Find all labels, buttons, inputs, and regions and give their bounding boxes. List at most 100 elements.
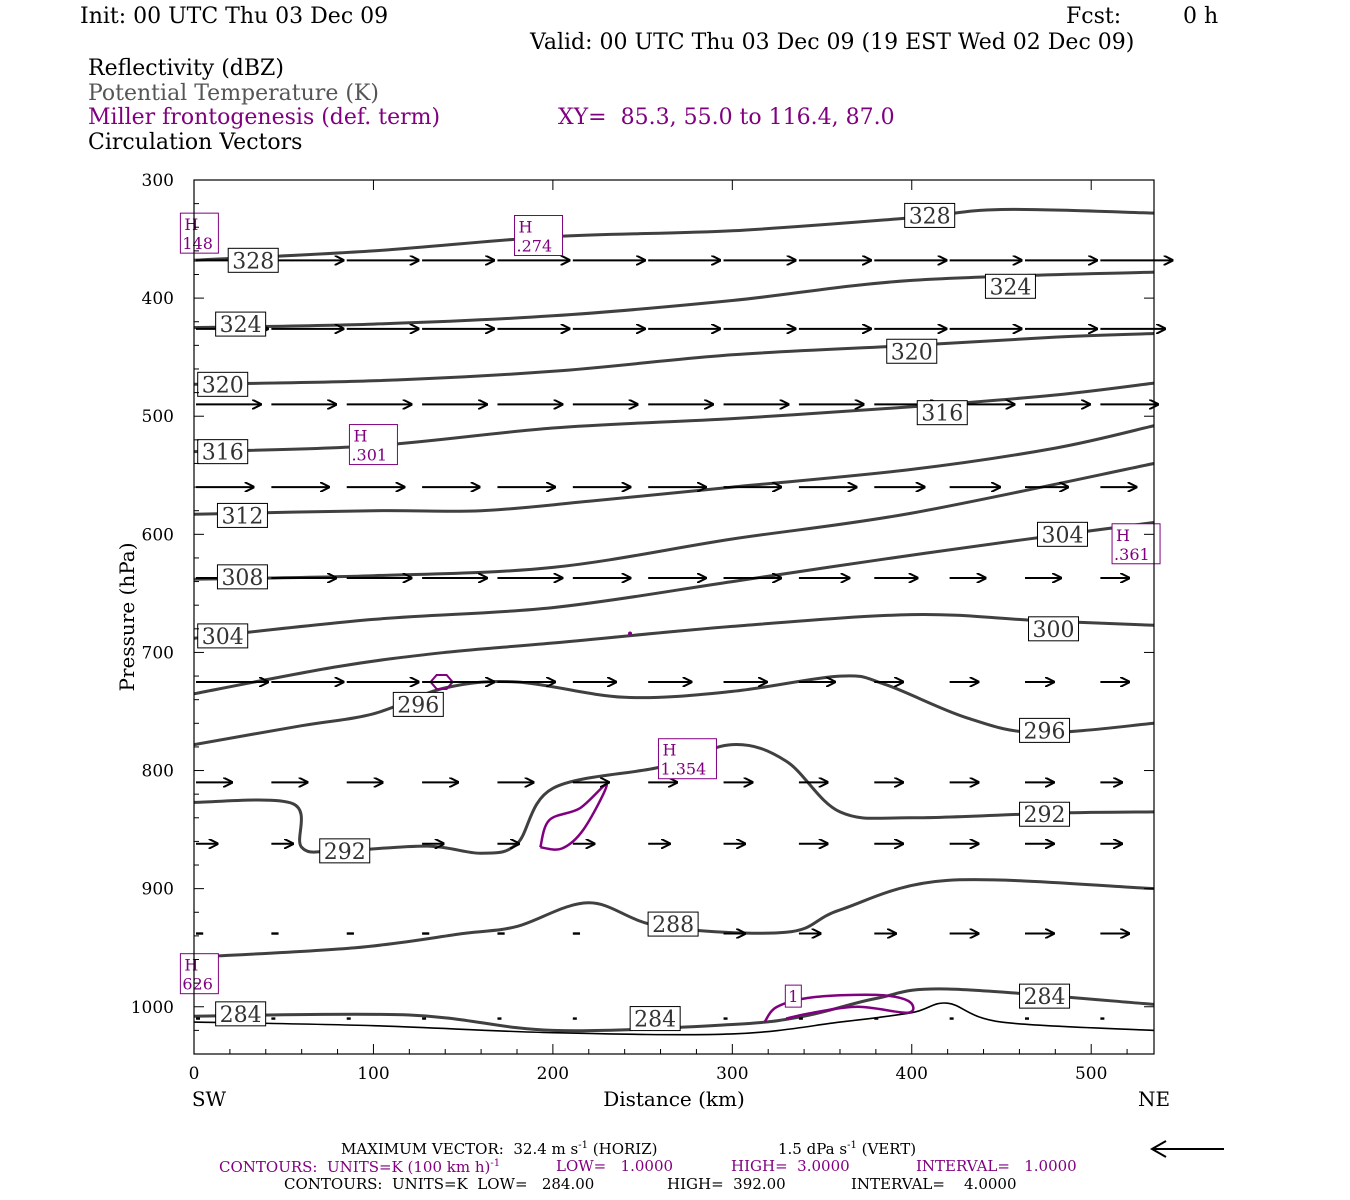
theta-contour-296 xyxy=(194,674,1154,747)
theta-label-box xyxy=(1028,616,1080,642)
init-time: Init: 00 UTC Thu 03 Dec 09 xyxy=(80,4,389,29)
fronto-contour-1 xyxy=(539,783,608,851)
theta-contour-312 xyxy=(194,424,1154,516)
x-tick-label: 300 xyxy=(716,1064,748,1084)
fronto-max-label-box xyxy=(179,212,219,254)
fronto-max-label-box xyxy=(179,953,219,995)
theta-label: 292 xyxy=(324,840,366,865)
theta-label-box xyxy=(1036,521,1088,547)
theta-label: 296 xyxy=(1024,719,1066,744)
theta-label: 284 xyxy=(634,1008,676,1033)
fronto-max-value: 626 xyxy=(182,975,213,994)
theta-contours-interval: INTERVAL= 4.0000 xyxy=(851,1175,1017,1193)
theta-contours-high: HIGH= 392.00 xyxy=(667,1175,786,1193)
theta-label: 324 xyxy=(220,313,262,338)
theta-contour-304 xyxy=(194,521,1154,640)
theta-label-box xyxy=(216,502,268,528)
contour-labels: 328 328 324 324 320 320 316 316 312 304 308 304 300 2… xyxy=(179,202,1161,1033)
theta-label: 316 xyxy=(921,402,963,427)
fronto-max-letter: H xyxy=(353,427,367,446)
theta-label-box xyxy=(886,338,938,364)
x-tick-label: 500 xyxy=(1075,1064,1107,1084)
theta-contour-284 xyxy=(194,1002,1154,1036)
fronto-max-label-box xyxy=(657,738,717,780)
theta-label: 316 xyxy=(202,441,244,466)
theta-label: 300 xyxy=(1033,618,1075,643)
theta-label-box xyxy=(319,838,371,864)
theta-label-box xyxy=(215,1001,267,1027)
fronto-max-letter: H xyxy=(662,741,676,760)
y-tick-label: 600 xyxy=(142,525,174,545)
theta-label: 312 xyxy=(221,504,263,529)
theta-label: 284 xyxy=(220,1003,262,1028)
x-axis-left-label: SW xyxy=(192,1087,227,1111)
fronto-contours-interval: INTERVAL= 1.0000 xyxy=(916,1157,1077,1175)
theta-label-box xyxy=(647,911,699,937)
theta-contour-300 xyxy=(194,612,1154,696)
plot-frame xyxy=(193,179,1155,1055)
theta-label-box xyxy=(1019,801,1071,827)
theta-label: 320 xyxy=(202,373,244,398)
theta-label-box xyxy=(197,371,249,397)
x-tick-label: 200 xyxy=(537,1064,569,1084)
theta-label: 328 xyxy=(909,204,951,229)
fronto-contours-low: LOW= 1.0000 xyxy=(556,1157,674,1175)
fcst-label: Fcst: xyxy=(1066,4,1122,29)
y-tick-label: 400 xyxy=(142,289,174,309)
field-potential-temperature: Potential Temperature (K) xyxy=(88,81,379,106)
x-axis-right-label: NE xyxy=(1138,1087,1170,1111)
theta-label: 304 xyxy=(1041,523,1083,548)
y-tick-label: 700 xyxy=(142,643,174,663)
fronto-max-value: 148 xyxy=(182,234,213,253)
fronto-max-letter: H xyxy=(184,956,198,975)
fronto-max-label-box xyxy=(514,215,564,257)
fronto-max-letter: H xyxy=(519,218,533,237)
theta-contour-316 xyxy=(194,381,1154,454)
fronto-max-label-box xyxy=(348,424,398,466)
fronto-point xyxy=(628,631,633,636)
y-tick-label: 300 xyxy=(142,171,174,191)
x-tick-label: 400 xyxy=(896,1064,928,1084)
fcst-value: 0 h xyxy=(1183,4,1219,29)
theta-contour-308 xyxy=(194,462,1154,581)
y-axis-label: Pressure (hPa) xyxy=(115,543,139,692)
max-vector-text: MAXIMUM VECTOR: 32.4 m s-1 (HORIZ) xyxy=(341,1140,658,1158)
theta-contour-324 xyxy=(194,270,1154,330)
theta-label: 328 xyxy=(232,249,274,274)
field-frontogenesis: Miller frontogenesis (def. term) xyxy=(88,105,441,130)
fronto-max-value: .301 xyxy=(351,446,387,465)
vertical-scale-text: 1.5 dPa s-1 (VERT) xyxy=(778,1140,917,1158)
field-circulation-vectors: Circulation Vectors xyxy=(88,130,303,155)
fronto-contours-units: CONTOURS: UNITS=K (100 km h)-1 xyxy=(219,1158,501,1176)
theta-label: 288 xyxy=(652,913,694,938)
theta-label-box xyxy=(392,691,444,717)
theta-label: 304 xyxy=(202,625,244,650)
reference-vector-arrowhead xyxy=(1149,1140,1167,1158)
x-tick-label: 0 xyxy=(189,1064,200,1084)
theta-label: 320 xyxy=(891,340,933,365)
theta-label-box xyxy=(227,247,279,273)
theta-label-box xyxy=(984,273,1036,299)
theta-label-box xyxy=(904,202,956,228)
theta-label-box xyxy=(1019,717,1071,743)
theta-contour-284 xyxy=(194,987,1154,1033)
cross-section-xy: XY= 85.3, 55.0 to 116.4, 87.0 xyxy=(558,105,895,130)
x-tick-label: 100 xyxy=(357,1064,389,1084)
fronto-max-letter: H xyxy=(1116,526,1130,545)
theta-label-box xyxy=(197,623,249,649)
theta-label: 292 xyxy=(1024,803,1066,828)
y-tick-label: 900 xyxy=(142,880,174,900)
theta-label-box xyxy=(215,311,267,337)
theta-contour-292 xyxy=(194,743,1154,855)
theta-label: 284 xyxy=(1024,985,1066,1010)
fronto-level-label-box xyxy=(784,984,802,1008)
valid-time: Valid: 00 UTC Thu 03 Dec 09 (19 EST Wed … xyxy=(530,30,1135,55)
frontogenesis-contours xyxy=(429,631,915,1023)
circulation-vectors xyxy=(196,260,1172,1020)
fronto-max-value: .274 xyxy=(517,237,553,256)
theta-contours-info: CONTOURS: UNITS=K LOW= 284.00 xyxy=(284,1175,595,1193)
theta-label: 324 xyxy=(989,275,1031,300)
axes: 300 400 500 600 700 800 900 1000 0 100 200 300 400 50… xyxy=(131,171,1154,1084)
y-tick-label: 500 xyxy=(142,407,174,427)
